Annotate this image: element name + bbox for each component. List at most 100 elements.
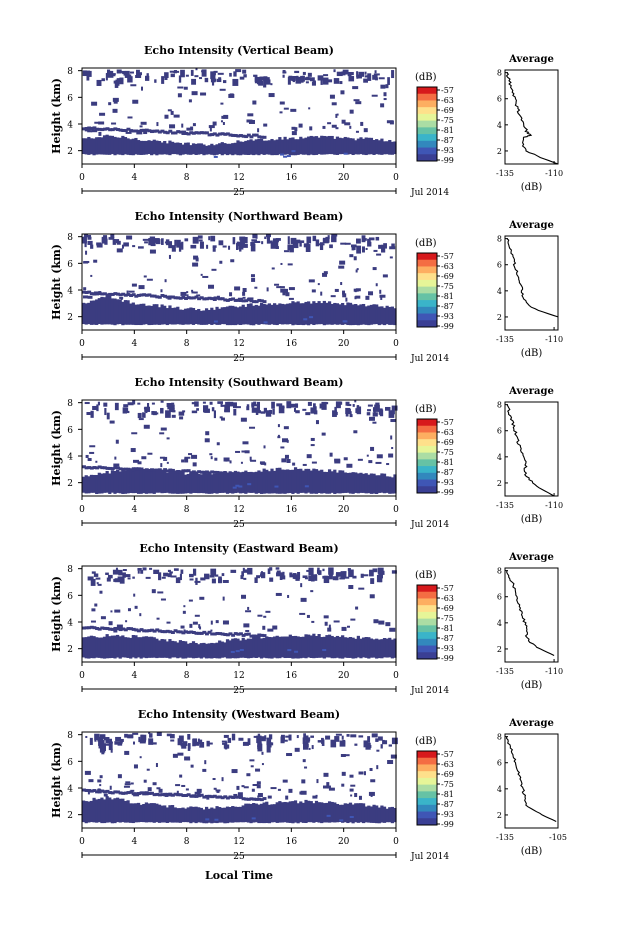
- echo-speckle: [85, 454, 89, 458]
- echo-layer-cell: [259, 302, 264, 325]
- echo-layer-cell: [113, 470, 117, 494]
- echo-top-speckle: [334, 576, 339, 581]
- echo-speckle: [171, 414, 176, 418]
- echo-layer-cell: [215, 144, 219, 155]
- colorbar-swatch: [417, 273, 437, 281]
- echo-layer-cell: [367, 637, 371, 659]
- colorbar-swatch: [417, 320, 437, 328]
- echo-top-speckle: [388, 744, 392, 747]
- echo-layer-cell: [84, 637, 88, 659]
- echo-top-speckle: [391, 70, 395, 79]
- echo-layer-cell: [215, 806, 219, 824]
- echo-layer-cell: [126, 800, 130, 823]
- echo-speckle: [323, 74, 329, 77]
- echo-speckle: [194, 791, 201, 795]
- echo-speckle: [347, 404, 352, 407]
- echo-layer-cell: [361, 803, 366, 824]
- echo-speckle: [149, 567, 153, 570]
- echo-upper-layer-cell: [163, 130, 168, 134]
- echo-speckle: [83, 261, 89, 264]
- echo-speckle: [170, 739, 175, 742]
- echo-speckle: [127, 116, 133, 119]
- echo-speckle: [125, 781, 131, 784]
- echo-layer-cell: [249, 139, 253, 155]
- echo-top-speckle: [246, 404, 250, 407]
- echo-top-speckle: [165, 410, 171, 418]
- echo-speckle: [261, 751, 264, 755]
- echo-top-speckle: [84, 239, 87, 248]
- echo-upper-layer-cell: [181, 469, 186, 473]
- echo-speckle: [163, 456, 168, 461]
- echo-speckle: [221, 777, 224, 782]
- echo-layer-cell: [204, 473, 209, 494]
- y-tick-label: 8: [67, 731, 73, 741]
- echo-layer-cell: [163, 470, 167, 494]
- echo-speckle: [242, 287, 247, 292]
- echo-speckle: [286, 439, 289, 443]
- y-tick-label: 8: [67, 233, 73, 243]
- echo-speckle: [210, 629, 213, 632]
- echo-upper-layer-cell: [131, 129, 136, 133]
- echo-upper-layer-cell: [210, 795, 215, 799]
- echo-layer-cell: [354, 303, 358, 325]
- profile-y-tick-label: 6: [497, 95, 502, 104]
- echo-layer-cell: [280, 802, 285, 823]
- echo-top-speckle: [367, 409, 371, 412]
- echo-top-speckle: [138, 736, 141, 743]
- echo-top-speckle: [328, 567, 334, 575]
- echo-top-speckle: [264, 77, 270, 84]
- colorbar-swatch: [417, 598, 437, 606]
- echo-upper-layer-cell: [220, 632, 225, 636]
- echo-speckle: [156, 617, 160, 620]
- echo-layer-cell: [155, 471, 159, 493]
- echo-speckle: [164, 279, 167, 283]
- echo-speckle: [328, 624, 331, 629]
- echo-speckle: [216, 295, 220, 300]
- echo-speckle: [133, 764, 138, 769]
- echo-upper-layer-cell: [100, 789, 105, 793]
- echo-top-speckle: [333, 69, 336, 73]
- echo-upper-layer-cell: [131, 293, 136, 297]
- echo-speckle: [242, 741, 249, 746]
- echo-speckle: [132, 732, 139, 735]
- y-tick-label: 8: [67, 399, 73, 409]
- echo-upper-layer-cell: [204, 297, 209, 301]
- echo-speckle: [221, 115, 225, 119]
- echo-layer-cell: [346, 137, 350, 155]
- echo-layer-cell: [95, 299, 99, 325]
- echo-speckle: [124, 750, 130, 755]
- month-label: Jul 2014: [410, 354, 449, 364]
- echo-upper-layer-cell: [228, 133, 233, 137]
- echo-layer-cell: [254, 803, 258, 823]
- echo-upper-layer-cell: [142, 293, 147, 297]
- colorbar-label: -87: [441, 468, 454, 477]
- echo-layer-cell: [189, 307, 193, 325]
- echo-speckle: [246, 773, 251, 777]
- echo-top-speckle: [196, 408, 199, 411]
- colorbar-swatch: [417, 652, 437, 660]
- echo-speckle: [267, 628, 274, 632]
- echo-speckle: [149, 249, 156, 254]
- panel-3: Echo Intensity (Eastward Beam)2468Height…: [50, 542, 563, 696]
- echo-speckle: [188, 453, 193, 456]
- echo-top-speckle: [310, 407, 316, 413]
- echo-top-speckle: [305, 735, 309, 739]
- echo-top-speckle: [378, 736, 383, 741]
- echo-speckle: [260, 571, 263, 574]
- echo-layer-cell: [178, 472, 183, 494]
- echo-speckle: [133, 459, 140, 463]
- echo-layer-cell: [89, 474, 94, 493]
- echo-top-speckle: [263, 80, 267, 88]
- echo-speckle: [373, 249, 378, 252]
- echo-speckle: [87, 576, 94, 581]
- y-tick-label: 4: [67, 453, 73, 463]
- echo-speckle: [112, 108, 118, 113]
- echo-top-speckle: [348, 76, 355, 82]
- x-tick-label: 16: [286, 837, 298, 847]
- echo-top-speckle: [385, 406, 391, 411]
- colorbar-swatch: [417, 120, 437, 128]
- echo-strong-cell: [238, 485, 243, 488]
- echo-layer-cell: [283, 801, 287, 823]
- echo-speckle: [355, 606, 359, 610]
- echo-layer-cell: [317, 137, 321, 155]
